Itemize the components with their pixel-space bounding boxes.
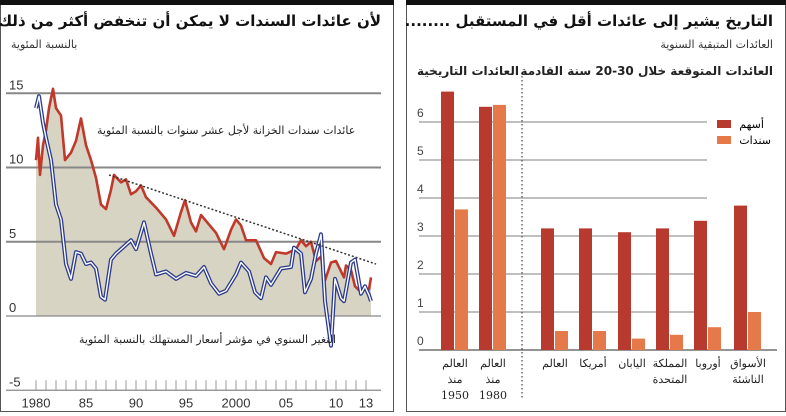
y-tick-label: -5 xyxy=(9,374,21,389)
category-label-line: 1980 xyxy=(479,389,507,402)
category-label: الأسواق الناشئة xyxy=(728,356,768,388)
bar-stocks xyxy=(579,228,592,350)
x-tick-label: 95 xyxy=(179,395,193,410)
bar-bonds xyxy=(555,331,568,350)
x-tick-label: 2000 xyxy=(222,395,251,410)
bar-chart-plot: 6 5 4 3 2 1 0 xyxy=(417,76,777,400)
category-label-line: اليابان xyxy=(618,357,646,370)
legend-swatch xyxy=(717,136,732,144)
series-label-treasury-yield: عائدات سندات الخزانة لأجل عشر سنوات بالن… xyxy=(97,124,356,137)
bar-bonds xyxy=(455,209,468,350)
category-label: العالم xyxy=(535,356,575,372)
category-label-line: المملكة xyxy=(652,357,688,370)
y-tick-label: 3 xyxy=(417,220,424,234)
bar-stocks xyxy=(656,228,669,350)
left-chart-panel: لأن عائدات السندات لا يمكن أن تنخفض أكثر… xyxy=(0,0,394,412)
y-tick-label: 4 xyxy=(417,182,424,196)
y-tick-label: 10 xyxy=(9,152,23,167)
category-label-line: أوروبا xyxy=(695,357,721,370)
bar-stocks xyxy=(694,220,707,350)
bar-stocks xyxy=(479,106,492,350)
category-label-line: العالم xyxy=(542,357,568,370)
legend-label: سندات xyxy=(739,133,771,147)
chart-subtitle: العائدات المتبقية السنوية xyxy=(660,38,773,51)
chart-title: لأن عائدات السندات لا يمكن أن تنخفض أكثر… xyxy=(0,12,381,30)
y-axis-unit: بالنسبة المئوية xyxy=(11,38,78,51)
bar-stocks xyxy=(441,91,454,350)
category-label-line: العالم xyxy=(442,357,468,370)
category-label-line: أمريكا xyxy=(579,357,607,370)
chart-title: التاريخ يشير إلى عائدات أقل في المستقبل … xyxy=(404,12,773,30)
category-label-line: منذ xyxy=(485,373,501,386)
category-label: العالم منذ 1950 xyxy=(435,356,475,404)
legend-label: أسهم xyxy=(739,117,764,131)
category-label: أمريكا xyxy=(573,356,613,372)
bar-stocks xyxy=(541,228,554,350)
bar-bonds xyxy=(708,327,721,350)
category-label-line: المتحدة xyxy=(652,373,688,386)
bar-bonds xyxy=(632,338,645,350)
y-tick-label: 1 xyxy=(417,296,424,310)
category-label-line: الأسواق xyxy=(730,357,766,370)
category-label-line: الناشئة xyxy=(732,373,764,386)
category-label: العالم منذ 1980 xyxy=(473,356,513,404)
panel-top-rule xyxy=(406,0,786,5)
y-tick-label: 6 xyxy=(417,106,424,120)
section-historical-label: العائدات التاريخية xyxy=(417,64,519,78)
right-chart-panel: التاريخ يشير إلى عائدات أقل في المستقبل … xyxy=(404,0,786,412)
category-label: المملكة المتحدة xyxy=(650,356,690,388)
bar-bonds xyxy=(493,104,506,351)
y-tick-label: 0 xyxy=(417,334,424,348)
y-tick-label: 0 xyxy=(9,300,16,315)
x-tick-label: 05 xyxy=(279,395,293,410)
legend-swatch xyxy=(717,120,732,128)
x-tick-label: 1980 xyxy=(22,395,51,410)
legend-item-bonds: سندات xyxy=(717,132,771,148)
bar-stocks xyxy=(734,205,747,350)
category-label-line: العالم xyxy=(480,357,506,370)
bar-bonds xyxy=(670,334,683,350)
section-expected-label: العائدات المتوقعة خلال 30-20 سنة القادمة xyxy=(520,64,773,78)
y-tick-label: 5 xyxy=(9,226,16,241)
bar-bonds xyxy=(748,312,761,350)
category-label-line: 1950 xyxy=(441,389,469,402)
x-tick-label: 10 xyxy=(329,395,343,410)
trend-line xyxy=(108,174,377,265)
legend-item-stocks: أسهم xyxy=(717,116,771,132)
legend: أسهم سندات xyxy=(717,116,771,148)
category-label-line: منذ xyxy=(447,373,463,386)
x-tick-label: 13 xyxy=(359,395,373,410)
category-label: اليابان xyxy=(612,356,652,372)
cpi-line-highlight xyxy=(35,95,372,347)
x-tick-label: 85 xyxy=(79,395,93,410)
series-label-cpi: التغير السنوي في مؤشر أسعار المستهلك بال… xyxy=(79,333,336,346)
x-tick-label: 90 xyxy=(129,395,143,410)
y-tick-label: 2 xyxy=(417,258,424,272)
panel-top-rule xyxy=(0,0,394,5)
y-tick-label: 5 xyxy=(417,144,424,158)
category-label: أوروبا xyxy=(688,356,728,372)
y-tick-label: 15 xyxy=(9,77,23,92)
bar-bonds xyxy=(593,331,606,350)
bar-stocks xyxy=(618,232,631,350)
shaded-area xyxy=(36,88,371,316)
